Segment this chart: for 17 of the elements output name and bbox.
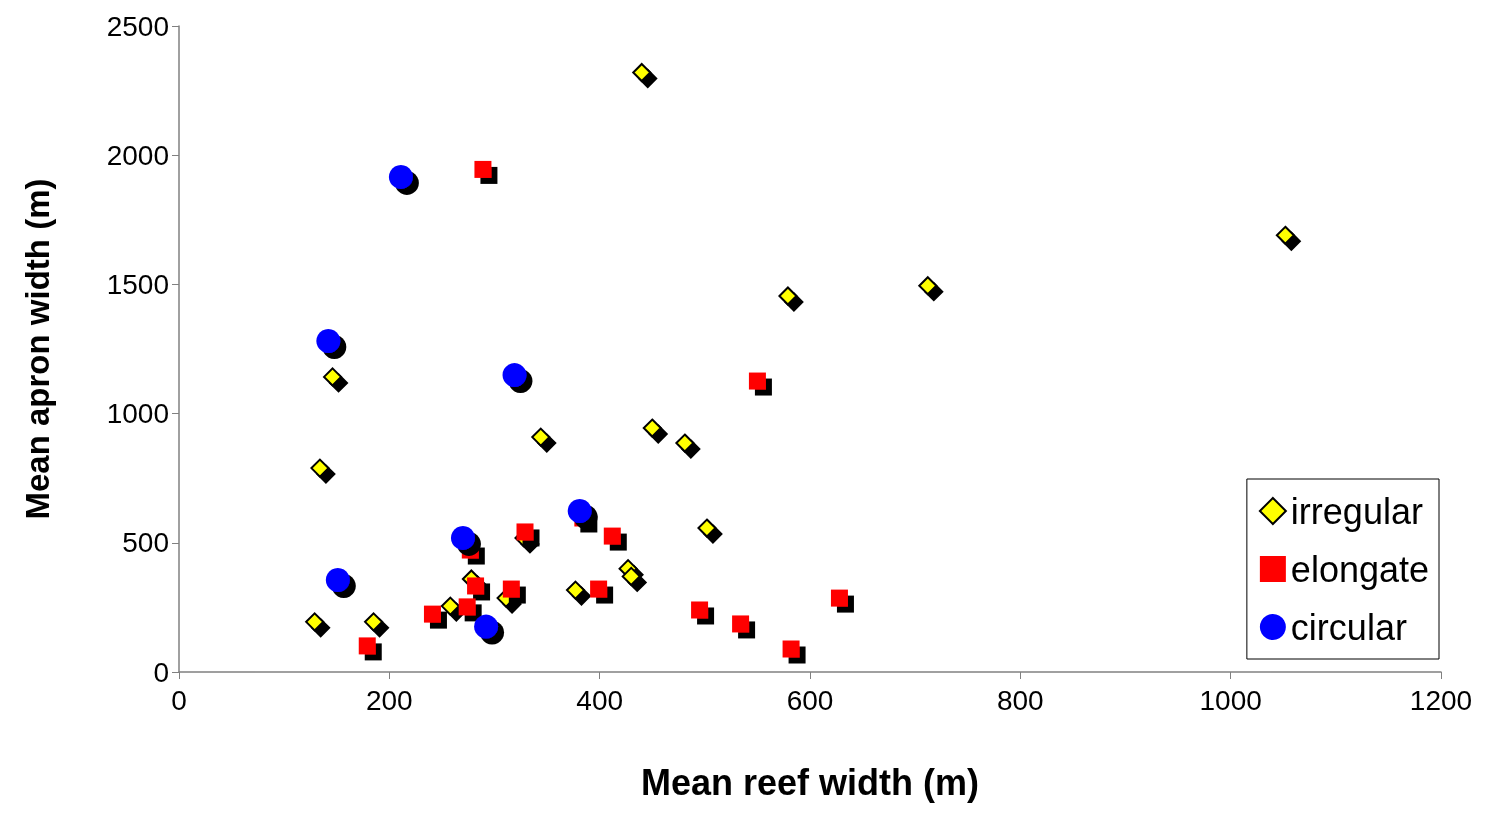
legend-label: elongate (1290, 548, 1430, 590)
y-tick-label: 1500 (106, 268, 169, 300)
y-tick-label: 0 (153, 656, 169, 688)
x-tick-label: 800 (996, 684, 1044, 716)
x-tick-label: 400 (576, 684, 624, 716)
x-tick-label: 200 (365, 684, 413, 716)
x-tick-label: 1200 (1409, 684, 1473, 716)
legend-label: irregular (1290, 490, 1423, 532)
y-axis-title: Mean apron width (m) (19, 178, 56, 520)
x-tick-label: 1000 (1199, 684, 1262, 716)
y-tick-label: 2500 (106, 10, 169, 42)
y-tick-label: 2000 (106, 139, 169, 171)
x-tick-label: 600 (786, 684, 834, 716)
legend-label: circular (1290, 606, 1407, 648)
x-axis-title: Mean reef width (m) (640, 761, 980, 803)
y-tick-label: 1000 (106, 398, 169, 430)
y-tick-label: 500 (122, 527, 169, 559)
